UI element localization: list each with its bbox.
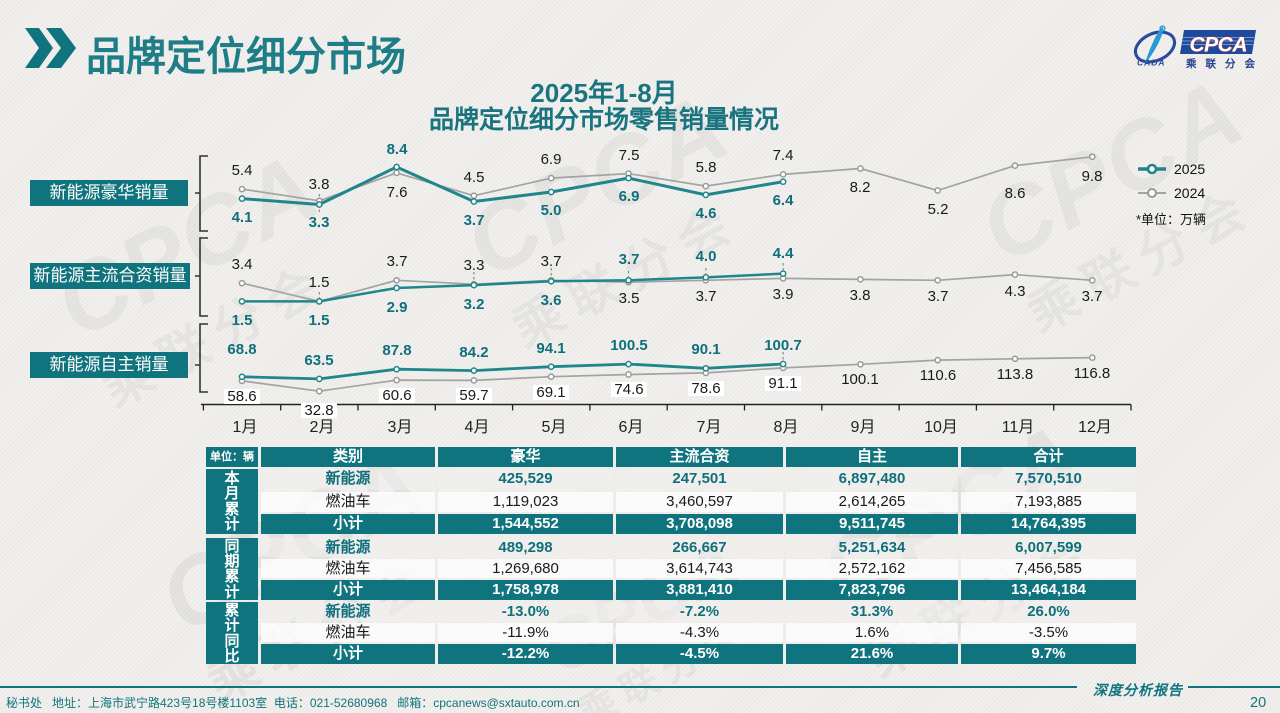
svg-text:2024: 2024: [1174, 185, 1205, 201]
svg-text:CADA: CADA: [1137, 58, 1166, 68]
svg-text:2025: 2025: [1174, 161, 1205, 177]
svg-text:CPCA: CPCA: [1190, 34, 1248, 57]
svg-text:乘联分会: 乘联分会: [1185, 57, 1258, 70]
